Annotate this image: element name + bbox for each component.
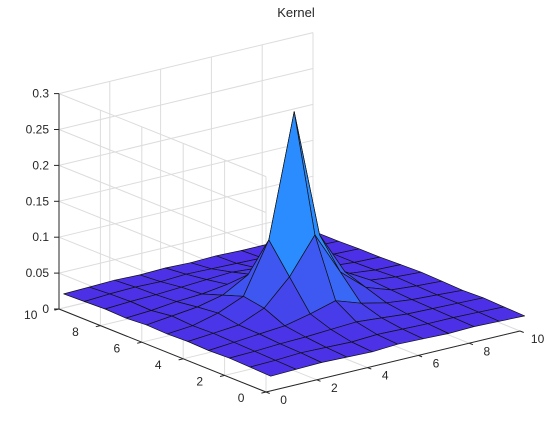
tick-labels: 0 2 4 6 8 10 0 2 4 6 8 10 0 0.05 0.1 0.15 0.2 0.25 0.3 bbox=[24, 87, 545, 407]
y-tick-label: 10 bbox=[24, 308, 38, 322]
y-axis-line bbox=[58, 308, 267, 393]
surface-patch bbox=[249, 359, 297, 377]
chart-title: Kernel bbox=[277, 5, 315, 20]
z-tick-label: 0.1 bbox=[32, 230, 49, 244]
grid-line bbox=[58, 164, 267, 249]
x-tick-label: 6 bbox=[433, 356, 440, 370]
y-tick-mark bbox=[137, 341, 142, 344]
surface bbox=[63, 111, 526, 377]
grid-line bbox=[58, 103, 314, 166]
grid-line bbox=[58, 139, 314, 202]
grid-line bbox=[58, 32, 314, 95]
x-tick-label: 4 bbox=[382, 369, 389, 383]
y-tick-mark bbox=[261, 391, 267, 394]
y-tick-mark bbox=[219, 374, 225, 377]
x-tick-mark bbox=[265, 391, 270, 394]
y-tick-mark bbox=[95, 325, 101, 328]
x-axis-line bbox=[265, 330, 521, 393]
grid-line bbox=[58, 93, 267, 178]
z-tick-label: 0.3 bbox=[32, 87, 49, 101]
z-tick-label: 0.25 bbox=[26, 123, 50, 137]
x-tick-label: 8 bbox=[483, 344, 490, 358]
x-tick-mark bbox=[519, 330, 524, 333]
axis-lines bbox=[54, 93, 524, 394]
x-tick-label: 2 bbox=[331, 381, 338, 395]
x-tick-mark bbox=[367, 367, 372, 370]
y-tick-label: 8 bbox=[72, 325, 79, 339]
x-tick-label: 0 bbox=[280, 393, 287, 407]
y-tick-label: 2 bbox=[196, 375, 203, 389]
y-tick-label: 6 bbox=[114, 341, 121, 355]
y-tick-mark bbox=[178, 358, 184, 361]
z-tick-label: 0.2 bbox=[32, 158, 49, 172]
x-tick-mark bbox=[418, 354, 423, 358]
z-tick-label: 0 bbox=[42, 302, 49, 316]
z-tick-label: 0.15 bbox=[26, 194, 50, 208]
grid-line bbox=[58, 129, 267, 213]
grid-line bbox=[58, 175, 314, 238]
grid-line bbox=[58, 211, 314, 274]
y-tick-label: 0 bbox=[238, 391, 245, 405]
grid-line bbox=[58, 68, 314, 130]
x-tick-mark bbox=[316, 379, 321, 382]
x-tick-mark bbox=[469, 342, 474, 346]
y-tick-label: 4 bbox=[155, 358, 162, 372]
z-tick-label: 0.05 bbox=[26, 266, 50, 280]
x-tick-label: 10 bbox=[531, 332, 545, 346]
